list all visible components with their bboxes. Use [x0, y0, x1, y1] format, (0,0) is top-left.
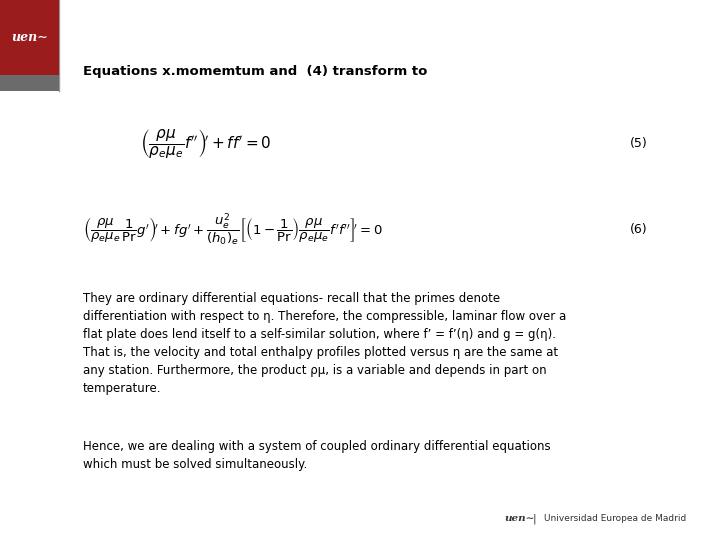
- Text: $\left(\dfrac{\rho\mu}{\rho_e\mu_e}f^{\prime\prime}\right)^{\!\prime} + ff^{\pri: $\left(\dfrac{\rho\mu}{\rho_e\mu_e}f^{\p…: [140, 126, 272, 160]
- Text: uen∼: uen∼: [11, 31, 48, 44]
- Text: uen∼: uen∼: [504, 514, 534, 523]
- Text: (5): (5): [630, 137, 648, 150]
- Bar: [0, 0, 59, 75]
- Text: Universidad Europea de Madrid: Universidad Europea de Madrid: [544, 514, 686, 523]
- Text: Equations x.momemtum and  (4) transform to: Equations x.momemtum and (4) transform t…: [83, 65, 427, 78]
- Text: (6): (6): [630, 223, 647, 236]
- Text: Hence, we are dealing with a system of coupled ordinary differential equations
w: Hence, we are dealing with a system of c…: [83, 440, 550, 471]
- Text: They are ordinary differential equations- recall that the primes denote
differen: They are ordinary differential equations…: [83, 292, 566, 395]
- Text: $\left(\dfrac{\rho\mu}{\rho_e\mu_e}\dfrac{1}{\mathrm{Pr}}g^{\prime}\right)^{\!\p: $\left(\dfrac{\rho\mu}{\rho_e\mu_e}\dfra…: [83, 211, 382, 248]
- Text: |: |: [533, 513, 536, 524]
- Bar: [0, 75, 59, 91]
